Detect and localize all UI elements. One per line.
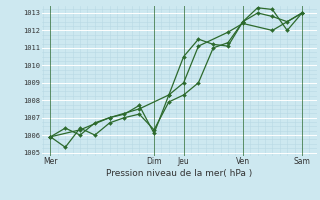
X-axis label: Pression niveau de la mer( hPa ): Pression niveau de la mer( hPa ): [106, 169, 252, 178]
